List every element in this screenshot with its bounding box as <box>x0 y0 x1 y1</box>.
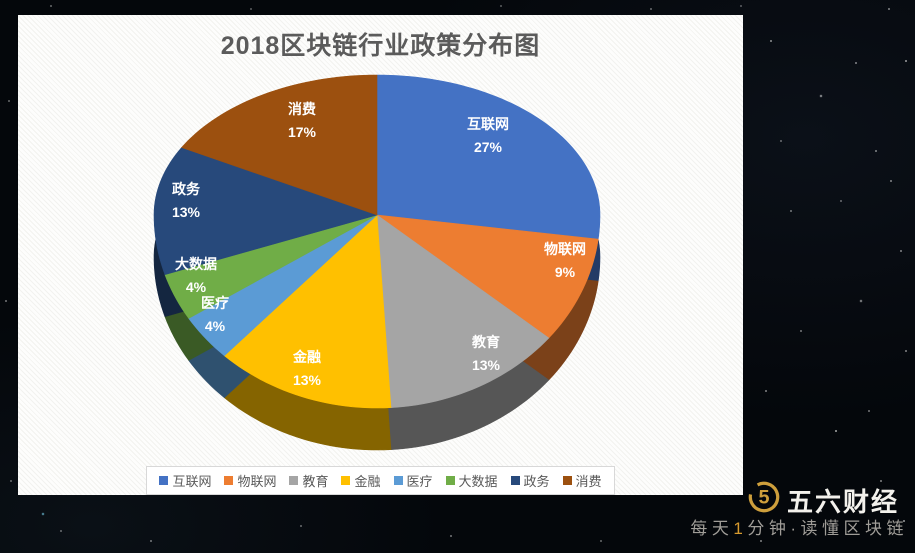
pie-label-name-1: 物联网 <box>544 241 586 257</box>
legend-swatch-icon <box>393 476 403 485</box>
pie-label-percent-0: 27% <box>474 139 503 155</box>
pie-label-percent-4: 4% <box>205 318 226 334</box>
pie-slice-1 <box>375 214 599 339</box>
pie-slice-6 <box>153 147 379 276</box>
legend-label: 消费 <box>575 474 602 489</box>
pie-label-name-7: 消费 <box>288 101 316 117</box>
chart-title: 2018区块链行业政策分布图 <box>220 32 541 60</box>
legend-swatch-icon <box>224 476 234 485</box>
legend-label: 政务 <box>523 474 550 489</box>
tagline-post: 分钟·读懂区块链 <box>747 519 908 538</box>
legend-swatch-icon <box>341 476 351 485</box>
legend-label: 教育 <box>302 474 329 489</box>
legend-swatch-icon <box>289 476 299 485</box>
legend-item-1: 物联网 <box>224 471 276 490</box>
pie-label-percent-5: 4% <box>186 279 207 295</box>
legend-item-0: 互联网 <box>159 471 211 490</box>
legend-label: 物联网 <box>237 474 277 489</box>
brand-name: 五六财经 <box>787 487 900 517</box>
legend-item-3: 金融 <box>341 471 381 490</box>
brand-logo: 5 五六财经 <box>745 478 910 518</box>
pie-slice-2 <box>376 214 550 408</box>
legend-item-4: 医疗 <box>393 471 433 490</box>
legend-swatch-icon <box>445 476 455 485</box>
legend-label: 大数据 <box>458 474 498 489</box>
pie-label-percent-7: 17% <box>288 124 317 140</box>
pie-slice-3 <box>223 214 392 409</box>
pie-slice-7 <box>181 74 378 216</box>
legend-swatch-icon <box>562 476 572 485</box>
legend-swatch-icon <box>159 476 169 485</box>
legend-item-5: 大数据 <box>445 471 498 490</box>
brand-circle-5-icon: 5 <box>748 481 780 513</box>
tagline-pre: 每天 <box>690 519 734 538</box>
legend-label: 金融 <box>354 474 381 489</box>
pie-slice-4 <box>188 214 378 357</box>
pie-label-name-0: 互联网 <box>467 116 509 132</box>
svg-text:5: 5 <box>758 487 769 509</box>
pie-label-name-6: 政务 <box>172 181 201 197</box>
brand-tagline: 每天1分钟·读懂区块链 <box>690 514 908 539</box>
pie-label-name-5: 大数据 <box>175 256 217 272</box>
pie-label-percent-1: 9% <box>555 264 576 280</box>
pie-label-percent-3: 13% <box>293 372 322 388</box>
legend-swatch-icon <box>510 476 520 485</box>
chart-legend-row: 互联网 物联网 教育 金融 医疗 大数据 政务 消费 <box>18 466 743 495</box>
pie-label-name-2: 教育 <box>472 334 500 350</box>
legend-item-2: 教育 <box>289 471 328 490</box>
chart-legend: 互联网 物联网 教育 金融 医疗 大数据 政务 消费 <box>146 466 615 495</box>
pie-label-percent-2: 13% <box>472 357 501 373</box>
pie-slice-0 <box>376 74 601 240</box>
tagline-number: 1 <box>733 519 748 538</box>
pie-label-percent-6: 13% <box>172 204 201 220</box>
legend-label: 医疗 <box>406 474 433 489</box>
pie-label-name-3: 金融 <box>292 349 321 365</box>
legend-item-6: 政务 <box>510 471 550 490</box>
pie-label-name-4: 医疗 <box>201 295 229 311</box>
legend-label: 互联网 <box>172 474 212 489</box>
pie-slice-5 <box>164 214 378 319</box>
legend-item-7: 消费 <box>562 471 602 490</box>
